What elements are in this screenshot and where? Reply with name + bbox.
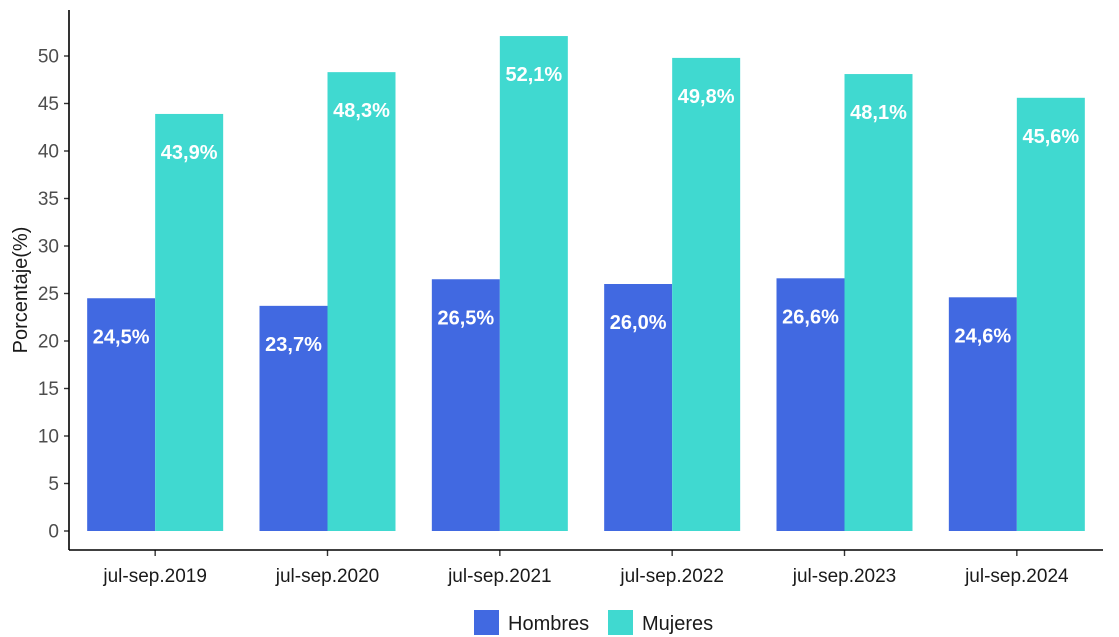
y-axis-title: Porcentaje(%) [10, 227, 32, 354]
y-tick-label: 20 [38, 332, 59, 353]
y-axis-ticks: 0 5 10 15 20 25 30 35 40 45 50 [38, 47, 69, 543]
bar-hombres-0 [87, 298, 156, 531]
legend-swatch-mujeres [608, 610, 633, 635]
bar-mujeres-1 [327, 72, 396, 532]
y-tick-label: 0 [48, 522, 59, 543]
data-label-mujeres-2: 52,1% [505, 64, 562, 86]
bar-hombres-4 [776, 278, 845, 531]
legend-label-mujeres: Mujeres [642, 613, 713, 635]
y-tick-label: 10 [38, 427, 59, 448]
x-tick-label: jul-sep.2019 [102, 566, 207, 587]
x-tick-label: jul-sep.2022 [619, 566, 724, 587]
y-tick-label: 40 [38, 142, 59, 163]
data-label-mujeres-5: 45,6% [1022, 126, 1079, 148]
data-label-hombres-3: 26,0% [610, 312, 667, 334]
bar-mujeres-2 [499, 36, 568, 532]
y-tick-label: 5 [48, 474, 59, 495]
bar-hombres-1 [259, 305, 328, 531]
data-label-hombres-4: 26,6% [782, 306, 839, 328]
y-tick-label: 50 [38, 47, 59, 68]
y-tick-label: 45 [38, 94, 59, 115]
data-label-hombres-2: 26,5% [437, 307, 494, 329]
bar-mujeres-0 [155, 113, 224, 531]
data-label-hombres-1: 23,7% [265, 334, 322, 356]
y-tick-label: 30 [38, 237, 59, 258]
bars [87, 36, 1085, 532]
data-labels: 24,5% 43,9% 23,7% 48,3% 26,5% 52,1% 26,0% 49,8%… [93, 64, 1080, 356]
x-tick-label: jul-sep.2023 [792, 566, 897, 587]
data-label-mujeres-4: 48,1% [850, 102, 907, 124]
bar-mujeres-5 [1016, 97, 1085, 532]
data-label-mujeres-3: 49,8% [678, 86, 735, 108]
bar-hombres-3 [604, 284, 673, 531]
y-tick-label: 25 [38, 284, 59, 305]
legend-label-hombres: Hombres [508, 613, 589, 635]
data-label-hombres-5: 24,6% [954, 325, 1011, 347]
legend-swatch-hombres [474, 610, 499, 635]
bar-mujeres-4 [844, 74, 913, 532]
x-tick-label: jul-sep.2024 [964, 566, 1069, 587]
x-tick-label: jul-sep.2021 [447, 566, 552, 587]
legend: Hombres Mujeres [474, 610, 713, 635]
bar-mujeres-3 [672, 57, 741, 532]
bar-hombres-2 [431, 279, 500, 531]
x-tick-label: jul-sep.2020 [275, 566, 380, 587]
y-tick-label: 15 [38, 379, 59, 400]
y-tick-label: 35 [38, 189, 59, 210]
data-label-mujeres-1: 48,3% [333, 100, 390, 122]
data-label-hombres-0: 24,5% [93, 326, 150, 348]
data-label-mujeres-0: 43,9% [161, 142, 218, 164]
bar-hombres-5 [948, 297, 1017, 531]
x-axis-ticks: jul-sep.2019 jul-sep.2020 jul-sep.2021 jul-… [102, 550, 1069, 587]
